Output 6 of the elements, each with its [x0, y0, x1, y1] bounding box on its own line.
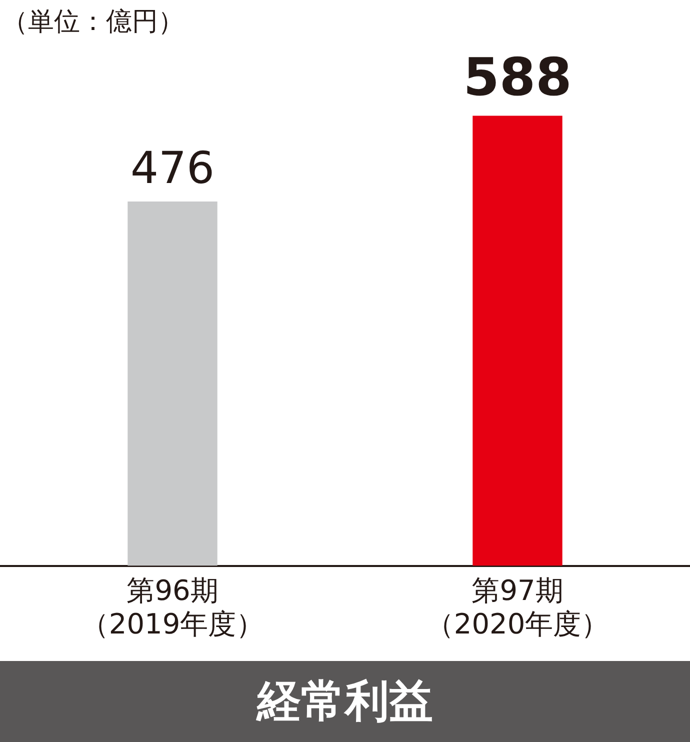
- data-label: 476: [130, 142, 214, 194]
- text: 経常利益: [0, 661, 690, 742]
- x-tick-label: 第97期（2020年度）: [426, 574, 610, 640]
- y-axis-title: （単位：億円）: [2, 6, 184, 39]
- data-label: 588: [463, 48, 572, 108]
- x-tick-label: 第96期（2019年度）: [80, 574, 264, 640]
